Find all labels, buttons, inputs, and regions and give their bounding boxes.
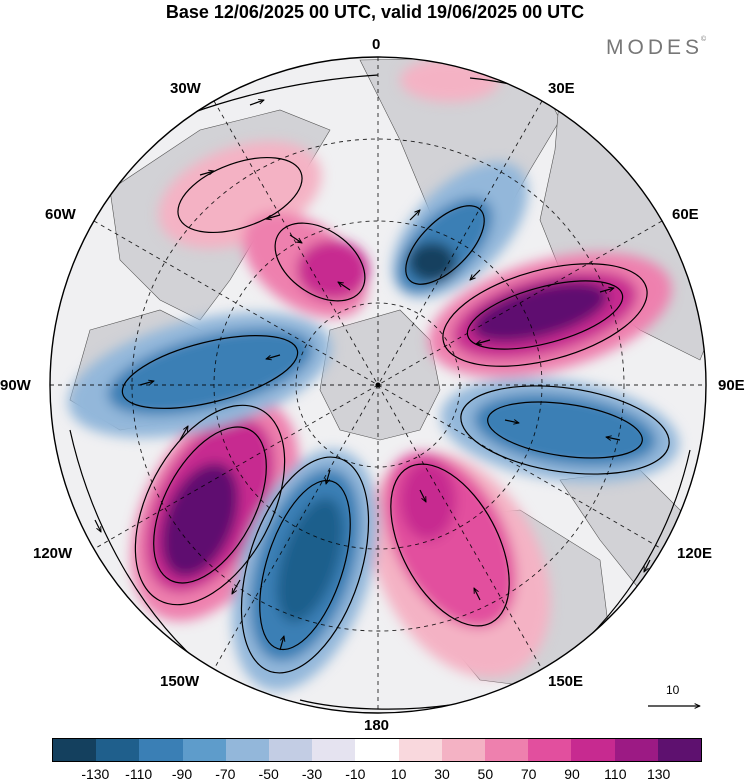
lon-label-60w: 60W — [45, 206, 76, 223]
colorbar-swatch — [657, 739, 702, 761]
lon-label-30e: 30E — [548, 80, 575, 97]
reference-vector-label: 10 — [666, 683, 680, 697]
lon-label-150e: 150E — [548, 673, 584, 690]
colorbar-swatch — [225, 739, 270, 761]
lon-label-120e: 120E — [677, 545, 713, 562]
anomaly-lobe — [276, 497, 344, 623]
colorbar-tick-label: 50 — [477, 766, 494, 782]
colorbar-tick-label: -110 — [125, 766, 153, 782]
colorbar-swatch — [139, 739, 183, 761]
pole-marker — [375, 382, 381, 388]
colorbar-tick-label: -50 — [258, 766, 279, 782]
colorbar-swatch — [614, 739, 658, 761]
colorbar — [52, 738, 702, 762]
map-title: Base 12/06/2025 00 UTC, valid 19/06/2025… — [165, 2, 585, 22]
anomaly-lobe — [472, 281, 608, 343]
colorbar-swatch — [269, 739, 313, 761]
anomaly-lobe — [408, 242, 456, 282]
colorbar-swatch — [441, 739, 486, 761]
modes-logo: MODES© — [606, 36, 706, 60]
lon-label-150w: 150W — [160, 673, 200, 690]
map-content — [50, 57, 706, 713]
colorbar-swatch — [355, 739, 399, 761]
colorbar-tick-label: 10 — [390, 766, 407, 782]
lon-label-90w: 90W — [0, 377, 31, 394]
lon-label-0: 0 — [372, 36, 381, 53]
anomaly-lobe — [400, 460, 456, 540]
colorbar-ticks: -130 -110 -90 -70 -50 -30 -10 10 30 50 70 90 110 130 — [0, 766, 750, 783]
lon-label-90e: 90E — [718, 377, 745, 394]
anomaly-field — [68, 58, 680, 691]
lon-label-180: 180 — [364, 717, 390, 734]
colorbar-tick-label: 110 — [604, 766, 627, 782]
polar-map — [49, 56, 707, 714]
colorbar-tick-label: 90 — [564, 766, 580, 782]
copyright-mark: © — [701, 36, 707, 43]
anomaly-lobe — [161, 462, 239, 578]
colorbar-tick-label: 30 — [434, 766, 450, 782]
colorbar-tick-label: -70 — [215, 766, 236, 782]
colorbar-tick-label: -30 — [301, 766, 323, 782]
colorbar-swatch — [485, 739, 529, 761]
pole-land — [319, 309, 441, 441]
colorbar-tick-label: -90 — [171, 766, 193, 782]
anomaly-lobe — [107, 328, 313, 416]
colorbar-swatch — [182, 739, 226, 761]
map-border — [49, 56, 707, 714]
anomaly-lobe — [297, 240, 369, 300]
colorbar-tick-label: -10 — [345, 766, 366, 782]
colorbar-swatch — [96, 739, 140, 761]
anomaly-lobe — [473, 393, 657, 467]
colorbar-swatch — [53, 739, 97, 761]
brand-text: MODES — [606, 36, 704, 59]
lon-label-30w: 30W — [170, 80, 201, 97]
wind-arrowheads — [94, 94, 651, 651]
colorbar-tick-label: 70 — [520, 766, 537, 782]
colorbar-swatch — [312, 739, 356, 761]
colorbar-swatch — [528, 739, 572, 761]
colorbar-tick-label: -130 — [81, 766, 110, 782]
colorbar-swatch — [571, 739, 615, 761]
lon-label-120w: 120W — [33, 545, 73, 562]
lon-label-60e: 60E — [672, 206, 699, 223]
colorbar-tick-label: 130 — [646, 766, 671, 782]
colorbar-swatch — [398, 739, 442, 761]
